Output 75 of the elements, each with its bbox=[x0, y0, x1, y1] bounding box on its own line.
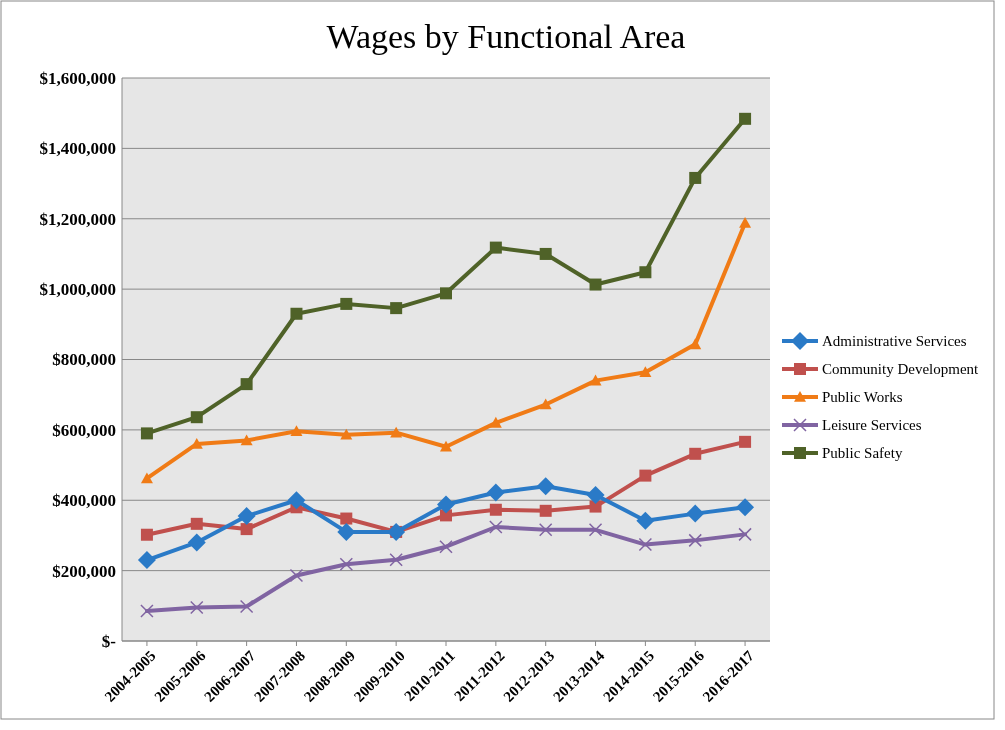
point bbox=[239, 599, 254, 614]
point bbox=[486, 483, 505, 502]
y-tick-label: $1,200,000 bbox=[39, 209, 116, 229]
point bbox=[289, 568, 304, 583]
point bbox=[689, 171, 702, 184]
point bbox=[739, 435, 752, 448]
point bbox=[140, 604, 154, 618]
point bbox=[287, 491, 306, 510]
y-tick-label: $1,600,000 bbox=[39, 68, 116, 88]
point bbox=[589, 374, 602, 386]
point bbox=[688, 533, 702, 548]
point bbox=[589, 500, 602, 513]
point bbox=[489, 241, 502, 254]
y-tick-label: $200,000 bbox=[52, 561, 116, 581]
point bbox=[187, 533, 206, 552]
point bbox=[437, 495, 455, 514]
point bbox=[237, 507, 256, 526]
point bbox=[589, 278, 602, 291]
point bbox=[489, 503, 502, 516]
point bbox=[240, 434, 253, 446]
point bbox=[389, 552, 403, 567]
point bbox=[536, 477, 555, 496]
point bbox=[337, 522, 356, 541]
legend-label: Community Development bbox=[822, 361, 980, 378]
point bbox=[290, 425, 303, 437]
point bbox=[440, 440, 452, 452]
y-tick-label: $800,000 bbox=[52, 350, 116, 370]
y-tick-label: $1,400,000 bbox=[39, 139, 116, 159]
point bbox=[240, 523, 253, 536]
point bbox=[539, 247, 552, 260]
point bbox=[586, 485, 605, 504]
point bbox=[739, 216, 752, 228]
y-tick-label: $1,000,000 bbox=[39, 280, 116, 300]
point bbox=[539, 504, 552, 517]
point bbox=[686, 504, 705, 523]
point bbox=[190, 411, 203, 424]
point bbox=[538, 523, 553, 537]
point bbox=[340, 428, 353, 440]
point bbox=[588, 523, 603, 537]
chart-title: Wages by Functional Area bbox=[326, 18, 686, 55]
point bbox=[140, 472, 153, 484]
point bbox=[689, 338, 702, 350]
legend-label: Public Works bbox=[822, 389, 903, 406]
point bbox=[689, 447, 702, 460]
point bbox=[636, 511, 655, 530]
point bbox=[340, 512, 353, 525]
point bbox=[639, 266, 652, 279]
legend-label: Administrative Services bbox=[822, 333, 967, 350]
point bbox=[539, 398, 552, 410]
point bbox=[190, 600, 204, 615]
point bbox=[638, 537, 653, 552]
point bbox=[390, 426, 403, 438]
point bbox=[736, 498, 755, 517]
point bbox=[639, 469, 652, 482]
point bbox=[240, 378, 253, 391]
point bbox=[639, 366, 652, 377]
point bbox=[390, 302, 403, 315]
y-tick-label: $- bbox=[101, 631, 117, 651]
y-tick-label: $600,000 bbox=[52, 420, 116, 440]
legend-label: Public Safety bbox=[822, 445, 903, 462]
point bbox=[738, 527, 752, 542]
point bbox=[340, 297, 353, 310]
y-tick-label: $400,000 bbox=[52, 491, 116, 511]
point bbox=[137, 551, 156, 570]
point bbox=[290, 307, 303, 320]
point bbox=[439, 539, 453, 554]
point bbox=[489, 416, 502, 428]
point bbox=[190, 517, 203, 530]
point bbox=[739, 112, 752, 125]
legend-label: Leisure Services bbox=[822, 417, 922, 434]
point bbox=[140, 528, 153, 541]
point bbox=[489, 520, 503, 534]
point bbox=[339, 557, 354, 572]
point bbox=[140, 427, 153, 440]
point bbox=[440, 287, 452, 300]
